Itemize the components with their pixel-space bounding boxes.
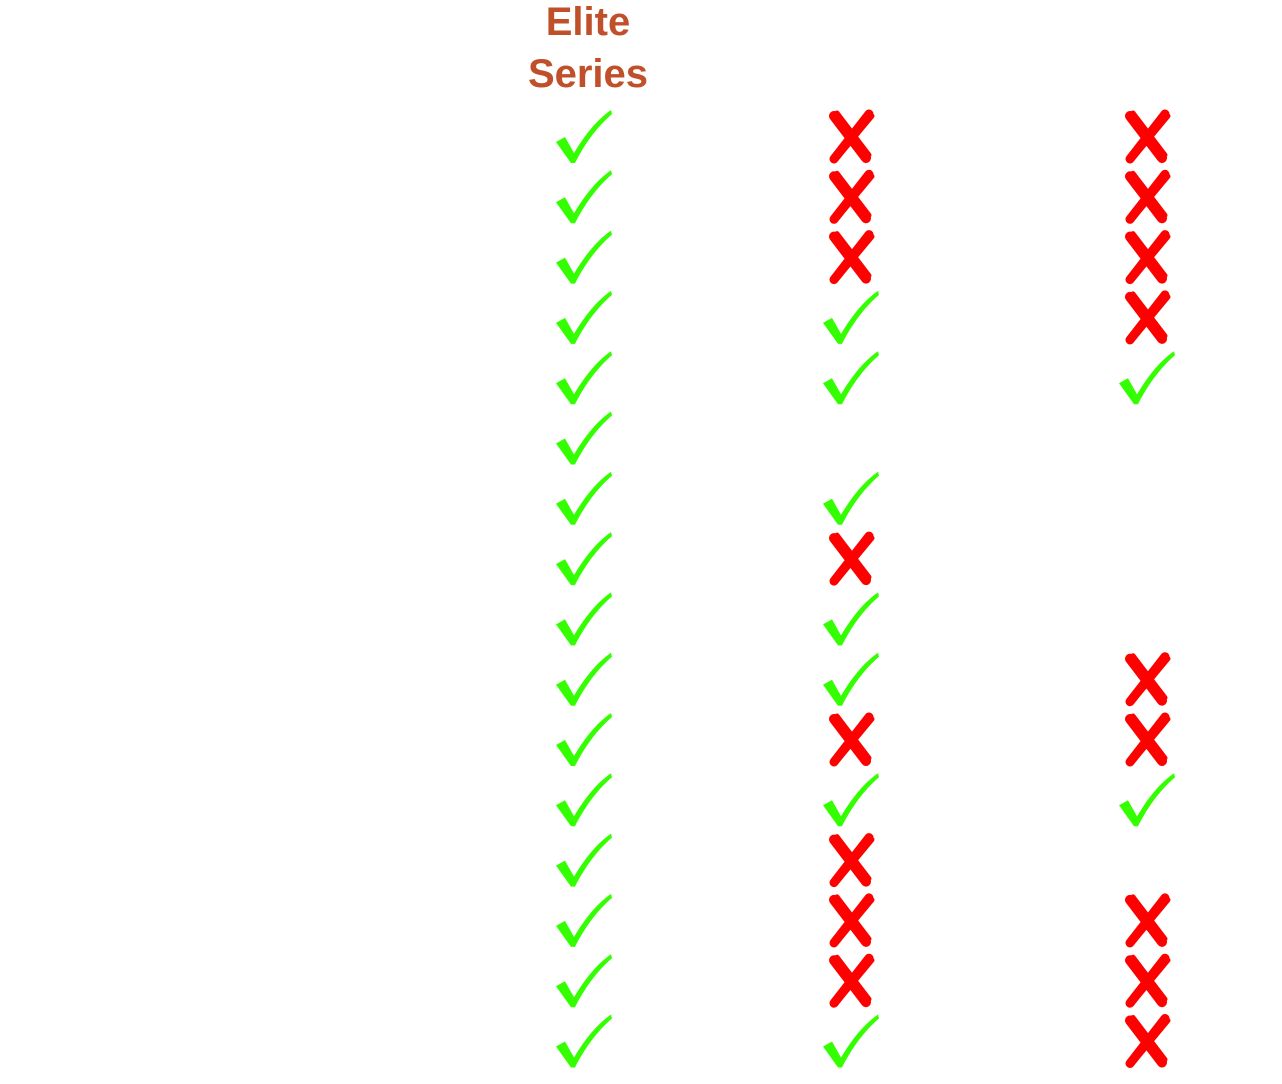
check-icon xyxy=(556,290,612,344)
check-shape xyxy=(556,773,612,827)
check-icon xyxy=(556,893,612,947)
cross-stroke xyxy=(1131,656,1171,703)
cross-stroke xyxy=(835,173,875,220)
check-shape xyxy=(556,954,612,1008)
check-icon xyxy=(556,170,612,224)
cross-stroke xyxy=(835,234,875,281)
check-shape xyxy=(556,290,612,344)
check-shape xyxy=(556,230,612,284)
cross-icon xyxy=(829,893,875,948)
check-icon xyxy=(823,351,879,405)
cross-icon xyxy=(1125,652,1171,707)
check-icon xyxy=(556,532,612,586)
check-icon xyxy=(556,773,612,827)
check-icon xyxy=(823,1014,879,1068)
check-shape xyxy=(556,351,612,405)
check-shape xyxy=(556,833,612,887)
check-icon xyxy=(823,471,879,525)
check-shape xyxy=(556,713,612,766)
cross-icon xyxy=(1125,893,1171,948)
check-shape xyxy=(556,1014,612,1068)
check-shape xyxy=(823,351,879,405)
check-shape xyxy=(556,110,612,163)
cross-icon xyxy=(829,109,875,164)
cross-stroke xyxy=(1131,234,1171,281)
cross-icon xyxy=(829,230,875,285)
cross-icon xyxy=(1125,712,1171,767)
cross-icon xyxy=(829,953,875,1008)
check-shape xyxy=(823,471,879,525)
check-shape xyxy=(823,290,879,344)
check-icon xyxy=(556,471,612,525)
check-shape xyxy=(1119,351,1175,405)
check-icon xyxy=(1119,351,1175,405)
cross-stroke xyxy=(1131,716,1171,763)
cross-stroke xyxy=(1131,957,1171,1004)
cross-stroke xyxy=(835,716,875,763)
check-shape xyxy=(823,773,879,827)
check-shape xyxy=(823,1014,879,1068)
check-icon xyxy=(556,230,612,284)
check-icon xyxy=(556,833,612,887)
cross-stroke xyxy=(835,535,875,582)
check-shape xyxy=(823,592,879,646)
cross-icon xyxy=(829,531,875,586)
cross-stroke xyxy=(1131,897,1171,944)
check-shape xyxy=(556,411,612,465)
cross-icon xyxy=(829,712,875,767)
check-icon xyxy=(556,713,612,766)
cross-icon xyxy=(1125,290,1171,345)
check-shape xyxy=(1119,773,1175,827)
cross-stroke xyxy=(1131,113,1171,160)
check-icon xyxy=(556,652,612,706)
check-icon xyxy=(823,290,879,344)
cross-stroke xyxy=(1131,1018,1171,1064)
check-shape xyxy=(556,893,612,947)
cross-icon xyxy=(1125,169,1171,224)
cross-stroke xyxy=(1131,294,1171,341)
check-icon xyxy=(556,351,612,405)
check-icon xyxy=(556,954,612,1008)
check-icon xyxy=(823,652,879,706)
check-icon xyxy=(1119,773,1175,827)
cross-icon xyxy=(829,833,875,888)
cross-icon xyxy=(829,169,875,224)
cross-icon xyxy=(1125,1014,1171,1068)
check-shape xyxy=(556,471,612,525)
cross-stroke xyxy=(835,837,875,884)
check-shape xyxy=(556,170,612,224)
cross-icon xyxy=(1125,230,1171,285)
check-icon xyxy=(556,110,612,163)
check-icon xyxy=(823,592,879,646)
cross-icon xyxy=(1125,109,1171,164)
cross-stroke xyxy=(835,113,875,160)
check-icon xyxy=(556,1014,612,1068)
column-title: Elite Series xyxy=(527,0,649,96)
check-shape xyxy=(556,532,612,586)
check-icon xyxy=(823,773,879,827)
cross-stroke xyxy=(835,897,875,944)
check-icon xyxy=(556,592,612,646)
check-icon xyxy=(556,411,612,465)
check-shape xyxy=(556,652,612,706)
cross-stroke xyxy=(835,957,875,1004)
cross-icon xyxy=(1125,953,1171,1008)
cross-stroke xyxy=(1131,173,1171,220)
check-shape xyxy=(823,652,879,706)
check-shape xyxy=(556,592,612,646)
